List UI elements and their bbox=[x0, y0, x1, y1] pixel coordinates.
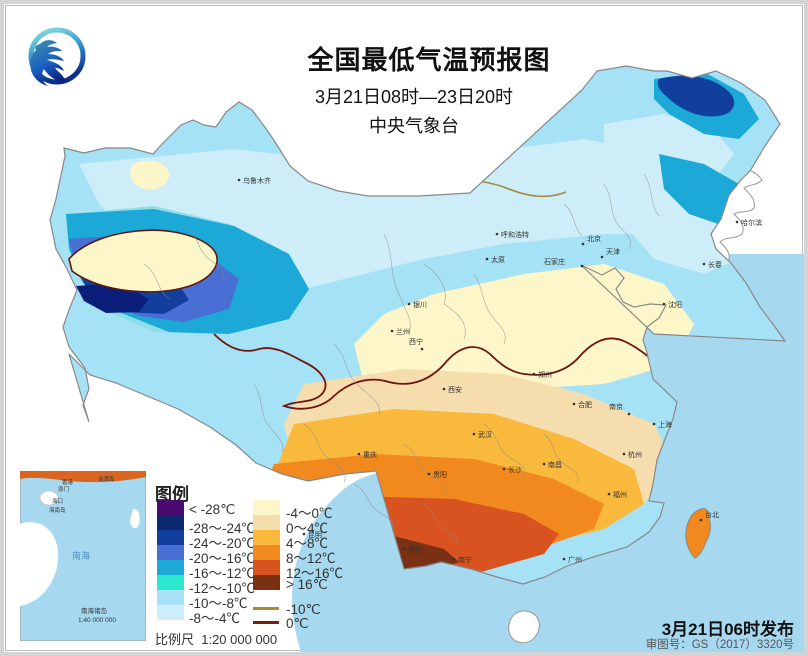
svg-text:太原: 太原 bbox=[491, 255, 505, 264]
svg-text:沈阳: 沈阳 bbox=[668, 300, 682, 309]
svg-text:重庆: 重庆 bbox=[363, 450, 377, 459]
svg-text:呼和浩特: 呼和浩特 bbox=[501, 230, 529, 239]
svg-text:贵阳: 贵阳 bbox=[433, 470, 447, 479]
svg-text:香港: 香港 bbox=[62, 478, 74, 486]
svg-text:贺阳: 贺阳 bbox=[408, 545, 422, 554]
svg-text:天津: 天津 bbox=[606, 248, 620, 256]
svg-text:长沙: 长沙 bbox=[508, 465, 522, 474]
svg-text:哈尔滨: 哈尔滨 bbox=[741, 218, 762, 227]
svg-text:南京: 南京 bbox=[609, 402, 623, 411]
svg-text:海口: 海口 bbox=[52, 497, 63, 505]
svg-text:南昌: 南昌 bbox=[548, 460, 562, 469]
svg-text:台北: 台北 bbox=[705, 510, 719, 519]
svg-text:海南岛: 海南岛 bbox=[49, 506, 66, 514]
svg-text:合肥: 合肥 bbox=[578, 400, 592, 409]
svg-text:石家庄: 石家庄 bbox=[544, 257, 565, 266]
svg-text:杭州: 杭州 bbox=[628, 450, 642, 459]
svg-text:北京: 北京 bbox=[587, 234, 601, 243]
svg-text:台湾岛: 台湾岛 bbox=[98, 475, 115, 483]
svg-text:南海诸岛: 南海诸岛 bbox=[81, 606, 107, 615]
svg-text:西安: 西安 bbox=[448, 385, 462, 394]
svg-text:1:40 000 000: 1:40 000 000 bbox=[78, 617, 116, 624]
svg-text:西宁: 西宁 bbox=[409, 337, 423, 346]
svg-text:广州: 广州 bbox=[568, 555, 582, 564]
svg-text:乌鲁木齐: 乌鲁木齐 bbox=[243, 176, 271, 185]
svg-text:兰州: 兰州 bbox=[396, 327, 410, 336]
svg-text:福州: 福州 bbox=[613, 490, 627, 499]
svg-text:银川: 银川 bbox=[413, 300, 427, 309]
svg-text:武汉: 武汉 bbox=[478, 430, 492, 439]
svg-text:郑州: 郑州 bbox=[538, 371, 552, 379]
svg-text:上海: 上海 bbox=[658, 420, 672, 429]
svg-text:澎门: 澎门 bbox=[58, 485, 69, 493]
svg-text:南宁: 南宁 bbox=[458, 555, 472, 564]
svg-text:南海: 南海 bbox=[72, 550, 90, 561]
svg-text:长春: 长春 bbox=[708, 260, 722, 269]
